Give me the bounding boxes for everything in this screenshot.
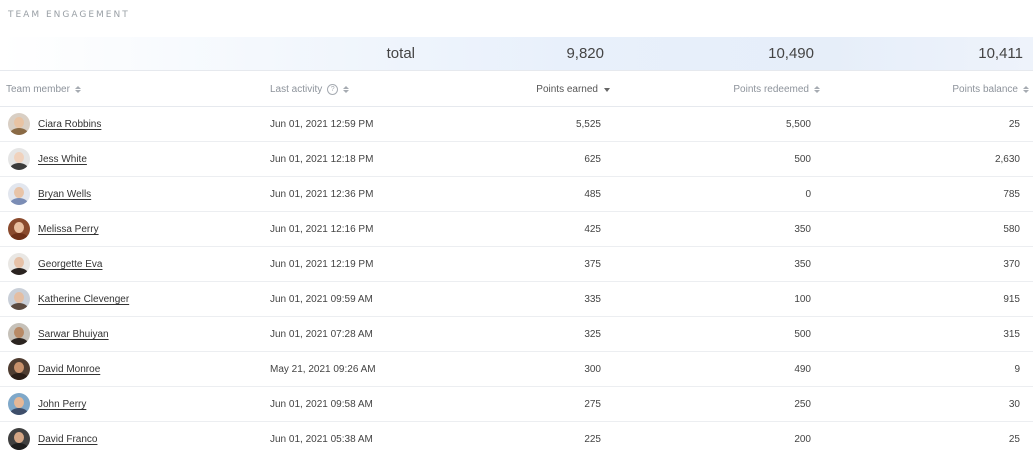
column-label: Points redeemed: [733, 84, 809, 95]
column-label: Points earned: [536, 84, 598, 95]
points-redeemed: 200: [794, 434, 811, 445]
points-earned: 335: [584, 294, 601, 305]
points-balance: 9: [1014, 364, 1020, 375]
last-activity: Jun 01, 2021 09:59 AM: [270, 294, 373, 305]
table-row: David Monroe May 21, 2021 09:26 AM 300 4…: [0, 352, 1033, 387]
avatar: [8, 428, 30, 450]
table-row: Jess White Jun 01, 2021 12:18 PM 625 500…: [0, 142, 1033, 177]
points-earned: 485: [584, 189, 601, 200]
column-label: Points balance: [952, 84, 1018, 95]
column-header-team-member[interactable]: Team member: [6, 84, 81, 95]
column-label: Team member: [6, 84, 70, 95]
points-redeemed: 100: [794, 294, 811, 305]
points-earned: 5,525: [575, 119, 601, 130]
team-member-link[interactable]: Ciara Robbins: [38, 119, 102, 130]
table-row: Bryan Wells Jun 01, 2021 12:36 PM 485 0 …: [0, 177, 1033, 212]
avatar: [8, 253, 30, 275]
table-row: David Franco Jun 01, 2021 05:38 AM 225 2…: [0, 422, 1033, 453]
points-redeemed: 490: [794, 364, 811, 375]
team-member-link[interactable]: Jess White: [38, 154, 87, 165]
avatar: [8, 323, 30, 345]
column-label: Last activity: [270, 84, 323, 95]
points-balance: 30: [1008, 399, 1020, 410]
table-row: John Perry Jun 01, 2021 09:58 AM 275 250…: [0, 387, 1033, 422]
points-earned: 225: [584, 434, 601, 445]
last-activity: Jun 01, 2021 12:59 PM: [270, 119, 374, 130]
avatar: [8, 218, 30, 240]
sort-icon: [814, 86, 820, 93]
column-header-points-redeemed[interactable]: Points redeemed: [733, 84, 820, 95]
points-earned: 625: [584, 154, 601, 165]
team-member-link[interactable]: Katherine Clevenger: [38, 294, 130, 305]
totals-label: total: [386, 45, 415, 62]
last-activity: Jun 01, 2021 07:28 AM: [270, 329, 373, 340]
points-earned: 375: [584, 259, 601, 270]
last-activity: Jun 01, 2021 05:38 AM: [270, 434, 373, 445]
team-member-link[interactable]: Bryan Wells: [38, 189, 92, 200]
points-redeemed: 350: [794, 224, 811, 235]
avatar: [8, 113, 30, 135]
points-balance: 580: [1003, 224, 1020, 235]
table-row: Ciara Robbins Jun 01, 2021 12:59 PM 5,52…: [0, 107, 1033, 142]
table-row: Melissa Perry Jun 01, 2021 12:16 PM 425 …: [0, 212, 1033, 247]
team-member-link[interactable]: John Perry: [38, 399, 87, 410]
team-member-link[interactable]: Georgette Eva: [38, 259, 103, 270]
points-redeemed: 5,500: [785, 119, 811, 130]
team-member-link[interactable]: David Monroe: [38, 364, 101, 375]
points-balance: 315: [1003, 329, 1020, 340]
points-earned: 300: [584, 364, 601, 375]
table-header: Team member Last activity ? Points earne…: [0, 72, 1033, 107]
help-icon[interactable]: ?: [327, 84, 339, 95]
totals-row: total 9,820 10,490 10,411: [0, 37, 1033, 71]
total-points-earned: 9,820: [566, 45, 604, 62]
points-redeemed: 350: [794, 259, 811, 270]
team-member-link[interactable]: David Franco: [38, 434, 98, 445]
points-balance: 25: [1008, 119, 1020, 130]
column-header-points-balance[interactable]: Points balance: [952, 84, 1029, 95]
avatar: [8, 288, 30, 310]
sort-icon: [343, 86, 350, 93]
table-body: Ciara Robbins Jun 01, 2021 12:59 PM 5,52…: [0, 107, 1033, 453]
points-balance: 25: [1008, 434, 1020, 445]
points-redeemed: 0: [805, 189, 811, 200]
last-activity: Jun 01, 2021 12:18 PM: [270, 154, 374, 165]
points-redeemed: 500: [794, 154, 811, 165]
sort-icon: [74, 86, 81, 93]
table-row: Georgette Eva Jun 01, 2021 12:19 PM 375 …: [0, 247, 1033, 282]
last-activity: Jun 01, 2021 12:19 PM: [270, 259, 374, 270]
table-row: Sarwar Bhuiyan Jun 01, 2021 07:28 AM 325…: [0, 317, 1033, 352]
last-activity: Jun 01, 2021 12:16 PM: [270, 224, 374, 235]
avatar: [8, 148, 30, 170]
last-activity: Jun 01, 2021 12:36 PM: [270, 189, 374, 200]
avatar: [8, 183, 30, 205]
column-header-points-earned[interactable]: Points earned: [536, 84, 610, 95]
sort-icon: [1023, 86, 1029, 93]
sort-descending-icon: [604, 87, 610, 92]
points-redeemed: 250: [794, 399, 811, 410]
points-balance: 370: [1003, 259, 1020, 270]
last-activity: Jun 01, 2021 09:58 AM: [270, 399, 373, 410]
table-row: Katherine Clevenger Jun 01, 2021 09:59 A…: [0, 282, 1033, 317]
team-member-link[interactable]: Melissa Perry: [38, 224, 99, 235]
points-balance: 915: [1003, 294, 1020, 305]
avatar: [8, 393, 30, 415]
column-header-last-activity[interactable]: Last activity ?: [270, 84, 350, 95]
avatar: [8, 358, 30, 380]
points-earned: 425: [584, 224, 601, 235]
points-earned: 275: [584, 399, 601, 410]
total-points-redeemed: 10,490: [768, 45, 814, 62]
points-redeemed: 500: [794, 329, 811, 340]
section-title: TEAM ENGAGEMENT: [8, 10, 130, 20]
points-balance: 2,630: [994, 154, 1020, 165]
last-activity: May 21, 2021 09:26 AM: [270, 364, 376, 375]
points-earned: 325: [584, 329, 601, 340]
total-points-balance: 10,411: [978, 45, 1023, 62]
points-balance: 785: [1003, 189, 1020, 200]
team-member-link[interactable]: Sarwar Bhuiyan: [38, 329, 109, 340]
